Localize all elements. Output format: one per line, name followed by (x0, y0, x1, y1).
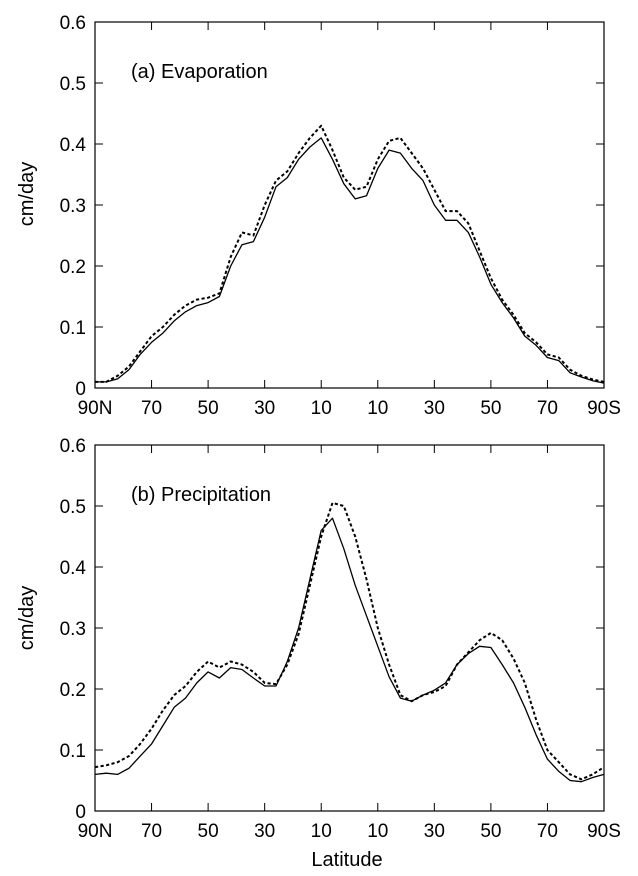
y-tick-label: 0.3 (60, 619, 86, 640)
y-tick-label: 0 (75, 379, 86, 400)
y-tick-label: 0.1 (60, 741, 86, 762)
x-tick-label: 30 (424, 821, 445, 842)
x-tick-label: 50 (198, 398, 219, 419)
y-tick-label: 0.2 (60, 257, 86, 278)
series-dashed-line (94, 501, 605, 781)
panel-title: (a) Evaporation (131, 61, 268, 83)
series-dashed-line (95, 124, 605, 383)
x-tick-label: 10 (311, 821, 332, 842)
x-tick-label: 70 (141, 821, 162, 842)
y-axis-label: cm/day (16, 162, 38, 226)
x-axis-label: Latitude (311, 849, 382, 871)
x-tick-label: 10 (367, 398, 388, 419)
panel-precipitation: (b) Precipitation cm/day Latitude 0 0.1 0.… (16, 436, 621, 871)
x-tick-label: 90S (587, 821, 621, 842)
panel-evaporation: (a) Evaporation cm/day 0 0.1 0.2 0.3 0.4 0.5 0… (16, 13, 621, 419)
y-tick-label: 0.4 (60, 558, 87, 579)
x-tick-label: 70 (537, 821, 558, 842)
y-tick-label: 0.6 (60, 436, 86, 457)
x-tick-label: 70 (537, 398, 558, 419)
y-tick-label: 0.6 (60, 13, 86, 34)
panel-title: (b) Precipitation (131, 484, 271, 506)
x-tick-label: 70 (141, 398, 162, 419)
x-tick-label: 50 (480, 821, 501, 842)
x-tick-label: 10 (367, 821, 388, 842)
x-tick-label: 90N (78, 398, 113, 419)
y-tick-label: 0.1 (60, 318, 86, 339)
x-tick-label: 90S (587, 398, 621, 419)
y-tick-label: 0 (75, 802, 86, 823)
y-tick-label: 0.2 (60, 680, 86, 701)
x-tick-label: 30 (424, 398, 445, 419)
x-tick-label: 10 (311, 398, 332, 419)
y-tick-label: 0.5 (60, 497, 86, 518)
y-axis-label: cm/day (16, 586, 38, 650)
x-tick-label: 90N (78, 821, 113, 842)
series-solid-line (95, 137, 605, 384)
x-tick-label: 30 (254, 821, 275, 842)
x-tick-label: 50 (480, 398, 501, 419)
x-tick-label: 30 (254, 398, 275, 419)
y-tick-label: 0.5 (60, 74, 86, 95)
y-tick-label: 0.3 (60, 196, 86, 217)
series-solid-line (94, 517, 605, 783)
x-tick-label: 50 (198, 821, 219, 842)
y-tick-label: 0.4 (60, 135, 87, 156)
